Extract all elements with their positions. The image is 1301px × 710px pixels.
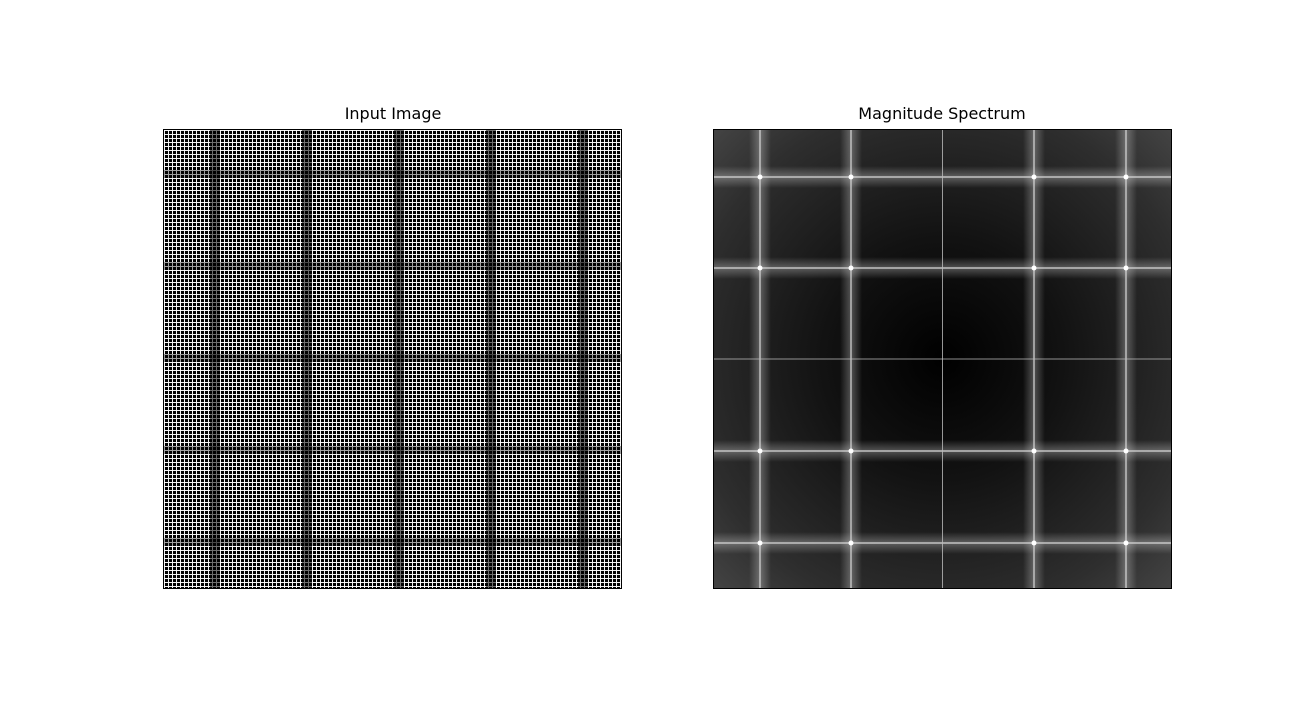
magnitude-spectrum-axes [713,129,1172,589]
spectrum-peaks [757,174,1129,546]
magnitude-spectrum-title: Magnitude Spectrum [858,104,1026,123]
input-image [164,130,621,588]
input-image-axes [163,129,622,589]
magnitude-spectrum-image [714,130,1171,588]
spectrum-center-cross [714,130,1171,588]
input-image-title: Input Image [344,104,442,123]
